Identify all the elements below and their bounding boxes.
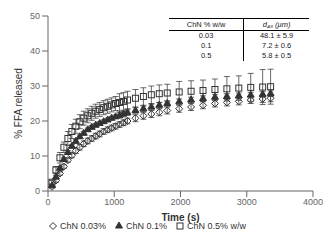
svg-text:40: 40 bbox=[30, 46, 40, 56]
html-text:5.8 ± 0.5: 5.8 ± 0.5 bbox=[262, 51, 292, 60]
svg-text:2000: 2000 bbox=[170, 197, 190, 207]
svg-text:20: 20 bbox=[30, 116, 40, 126]
svg-text:Time (s): Time (s) bbox=[161, 212, 199, 223]
html-text:d₄₃ (μm): d₄₃ (μm) bbox=[262, 19, 291, 29]
html-text:ChN % w/w: ChN % w/w bbox=[186, 19, 226, 29]
svg-text:50: 50 bbox=[30, 11, 40, 21]
svg-text:0: 0 bbox=[35, 186, 40, 196]
html-text:0.1: 0.1 bbox=[200, 41, 212, 50]
svg-text:0: 0 bbox=[45, 197, 50, 207]
svg-text:10: 10 bbox=[30, 151, 40, 161]
html-text:0.03: 0.03 bbox=[198, 31, 214, 40]
html-text:ChN 0.5% w/w: ChN 0.5% w/w bbox=[187, 221, 247, 231]
html-text:7.2 ± 0.6: 7.2 ± 0.6 bbox=[262, 41, 292, 50]
html-text:0.5: 0.5 bbox=[200, 51, 212, 60]
html-text:ChN 0.03%: ChN 0.03% bbox=[60, 221, 106, 231]
html-text:48.1 ± 5.9: 48.1 ± 5.9 bbox=[259, 31, 294, 40]
svg-text:30: 30 bbox=[30, 81, 40, 91]
svg-text:% FFA released: % FFA released bbox=[13, 68, 24, 139]
html-text:ChN 0.1%: ChN 0.1% bbox=[126, 221, 168, 231]
svg-text:1000: 1000 bbox=[104, 197, 124, 207]
svg-text:3000: 3000 bbox=[237, 197, 257, 207]
svg-text:4000: 4000 bbox=[303, 197, 323, 207]
